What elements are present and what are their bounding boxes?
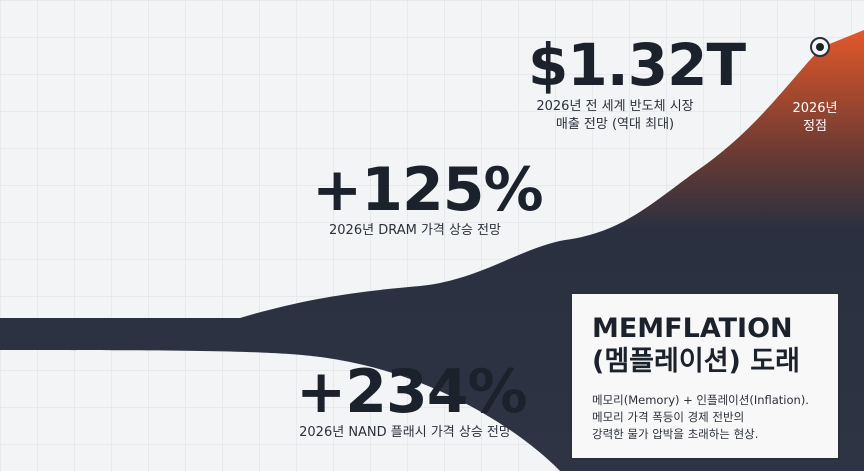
callout-line: 메모리(Memory) + 인플레이션(Inflation).: [592, 393, 809, 407]
stat-value: +125%: [312, 155, 544, 225]
stat-caption-line: 매출 전망 (역대 최대): [555, 117, 675, 132]
stat-caption: 2026년 전 세계 반도체 시장 매출 전망 (역대 최대): [530, 98, 700, 134]
peak-label-line: 2026년: [792, 101, 838, 116]
peak-dot: [816, 43, 824, 51]
stat-value: $1.32T: [528, 31, 746, 99]
callout-title: MEMFLATION: [592, 313, 793, 344]
peak-label-line: 정점: [803, 119, 827, 134]
peak-label: 2026년 정점: [785, 100, 845, 136]
callout-line: 강력한 물가 압박을 초래하는 현상.: [592, 427, 759, 441]
stat-caption-line: 2026년 전 세계 반도체 시장: [536, 99, 694, 114]
callout-line: 메모리 가격 폭등이 경제 전반의: [592, 410, 745, 424]
callout-box: MEMFLATION (멤플레이션) 도래 메모리(Memory) + 인플레이…: [570, 292, 840, 460]
stat-caption: 2026년 NAND 플래시 가격 상승 전망: [299, 425, 511, 440]
stat-value: +234%: [296, 357, 528, 427]
stat-caption: 2026년 DRAM 가격 상승 전망: [329, 223, 501, 238]
callout-text: 메모리(Memory) + 인플레이션(Inflation). 메모리 가격 폭…: [592, 392, 818, 443]
callout-title: (멤플레이션) 도래: [592, 346, 800, 377]
